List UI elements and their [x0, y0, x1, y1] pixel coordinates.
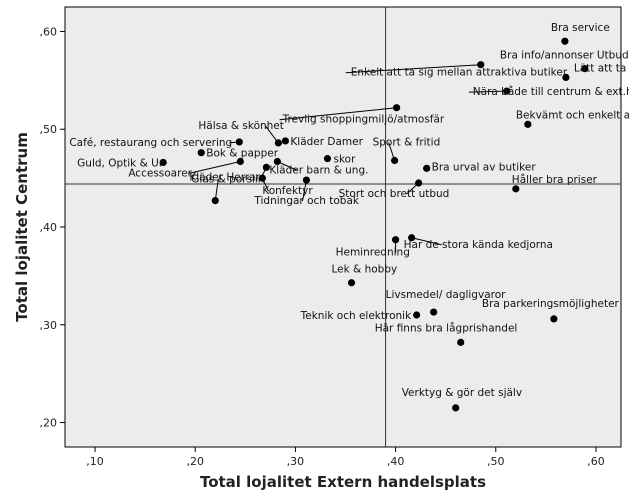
point-label: Bra parkeringsmöjligheter	[482, 298, 620, 310]
x-tick-label: ,20	[186, 455, 204, 468]
point-label: Teknik och elektronik	[300, 310, 412, 322]
data-point	[503, 87, 511, 95]
point-label: Enkelt att ta sig mellan attraktiva buti…	[351, 67, 568, 79]
label-leader-line	[279, 107, 397, 121]
label-leader-line	[468, 90, 507, 93]
point-label: Verktyg & gör det själv	[402, 387, 522, 399]
data-point	[415, 179, 423, 187]
data-point	[562, 73, 570, 81]
label-leader-line	[411, 237, 442, 246]
point-label: Sport & fritid	[373, 137, 441, 149]
point-label: Nära både till centrum & ext.handel	[473, 85, 629, 98]
data-point	[302, 176, 311, 184]
x-tick-label: ,50	[487, 455, 505, 468]
reference-lines	[65, 7, 621, 447]
data-point	[423, 164, 431, 172]
data-point	[197, 149, 205, 157]
data-point	[477, 61, 485, 69]
data-point	[323, 154, 332, 163]
data-point	[391, 236, 400, 244]
label-leader-line	[345, 64, 481, 74]
y-axis-label: Total lojalitet Centrum	[13, 132, 31, 322]
label-leader-line	[277, 161, 298, 171]
data-point	[281, 137, 289, 145]
data-point	[408, 234, 416, 242]
data-point	[159, 158, 167, 167]
point-label: Lätt att ta mig dit	[574, 62, 629, 74]
data-point	[430, 308, 438, 316]
point-label: Har de stora kända kedjorna	[404, 239, 553, 251]
x-tick-label: ,10	[86, 455, 104, 468]
data-point	[236, 157, 244, 166]
data-point	[413, 311, 421, 319]
point-label: Kläder Damer	[290, 136, 363, 148]
point-label: Glas & porslin	[191, 174, 264, 186]
axes: ,10 ,20 ,30 ,40 ,50 ,60 ,20 ,30 ,40 ,50 ,60	[40, 25, 605, 468]
data-point	[452, 404, 460, 412]
point-label: Bra urval av butiker	[432, 161, 537, 173]
point-label: Accessoarer	[128, 167, 192, 179]
data-point	[392, 104, 401, 112]
data-point	[390, 156, 399, 165]
data-point	[561, 37, 569, 45]
label-leader-line	[188, 161, 241, 174]
point-label: Håller bra priser	[512, 173, 598, 186]
point-label: Kläder Herrar	[189, 171, 260, 183]
data-point	[581, 65, 589, 73]
data-point	[211, 197, 219, 205]
data-point	[274, 139, 282, 147]
point-label: Kläder barn & ung.	[269, 164, 368, 176]
point-label: Konfektyr	[262, 185, 313, 197]
point-label: Trevlig shoppingmiljö/atmosfär	[282, 114, 445, 126]
data-point	[550, 315, 558, 323]
y-tick-label: ,20	[40, 417, 58, 430]
point-label: Stort och brett utbud	[339, 188, 450, 200]
data-point	[457, 338, 465, 346]
point-label: Lek & hobby	[332, 264, 398, 276]
point-label: Bok & papper	[206, 148, 278, 160]
point-label: Hälsa & skönhet	[198, 120, 284, 132]
x-tick-label: ,40	[387, 455, 405, 468]
data-point	[273, 157, 281, 166]
data-point	[524, 120, 532, 128]
point-label: Bra info/annonser Utbud	[500, 50, 629, 62]
plot-area	[64, 6, 622, 448]
y-tick-label: ,60	[40, 25, 58, 38]
x-tick-label: ,30	[287, 455, 305, 468]
data-point	[258, 174, 266, 182]
data-point	[347, 279, 356, 287]
data-point	[235, 138, 243, 146]
point-label: Bekvämt och enkelt att handla här	[516, 109, 629, 121]
data-points: Bra service Bra info/annonser Utbud Enkelt…	[69, 22, 629, 412]
point-label: Café, restaurang och servering	[69, 137, 232, 149]
x-axis-label: Total lojalitet Extern handelsplats	[200, 473, 486, 491]
x-tick-label: ,60	[587, 455, 605, 468]
y-tick-label: ,40	[40, 221, 58, 234]
point-label: Heminredning	[336, 247, 410, 259]
point-label: Här finns bra lågprishandel	[375, 321, 518, 334]
y-tick-label: ,50	[40, 123, 58, 136]
point-label: Tidningar och tobak	[253, 195, 359, 207]
point-label: Bra service	[551, 22, 610, 34]
data-point	[512, 185, 520, 193]
data-point	[262, 163, 270, 171]
point-label: skor	[333, 154, 356, 166]
y-tick-label: ,30	[40, 319, 58, 332]
point-label: Guld, Optik & Ur	[77, 157, 164, 169]
point-label: Livsmedel/ dagligvaror	[386, 289, 506, 301]
